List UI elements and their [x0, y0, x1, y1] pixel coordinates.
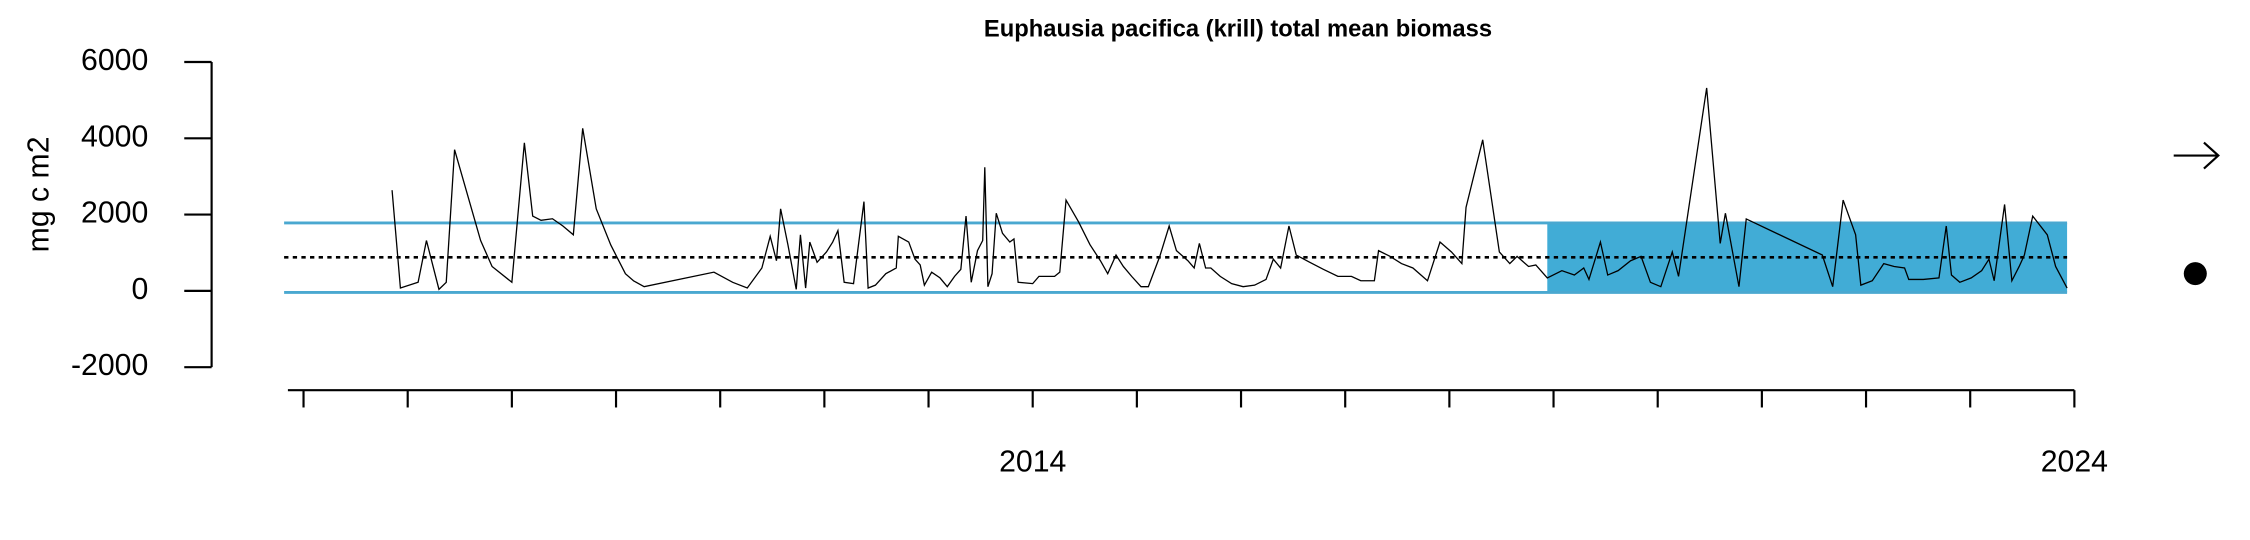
- y-tick-label: -2000: [71, 349, 148, 382]
- x-tick-label: 2014: [999, 446, 1066, 479]
- y-tick-label: 0: [131, 273, 148, 306]
- data-line: [391, 87, 2068, 291]
- x-tick-label: 2024: [2041, 446, 2108, 479]
- trend-arrow: [2173, 141, 2220, 170]
- y-tick-label: 2000: [81, 197, 148, 230]
- chart-title: Euphausia pacifica (krill) total mean bi…: [984, 16, 1492, 43]
- y-tick-label: 6000: [81, 44, 148, 77]
- y-tick-label: 4000: [81, 120, 148, 153]
- y-axis-label: mg c m2: [22, 136, 55, 252]
- status-dot: [2183, 262, 2207, 286]
